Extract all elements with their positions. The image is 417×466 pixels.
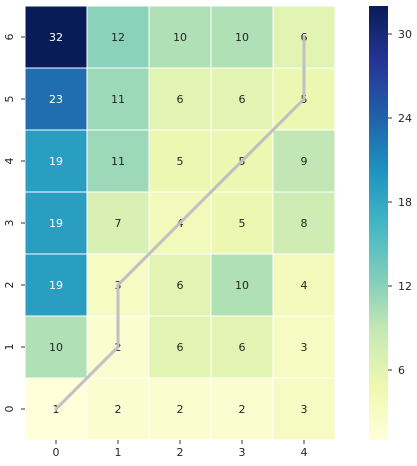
heatmap-cell (24, 5, 88, 69)
colorbar-tick-label: 24 (398, 112, 412, 125)
cell-value-label: 10 (235, 31, 249, 44)
cell-value-label: 10 (173, 31, 187, 44)
path-line (54, 35, 306, 411)
colorbar-tick-label: 18 (398, 196, 412, 209)
cell-value-label: 6 (239, 341, 246, 354)
heatmap-cell (210, 191, 274, 255)
cell-value-label: 19 (49, 217, 63, 230)
cell-value-label: 23 (49, 93, 63, 106)
y-tick-label: 3 (3, 220, 16, 227)
cell-value-label: 10 (49, 341, 63, 354)
x-tick-label: 3 (239, 446, 246, 459)
cell-value-label: 6 (177, 341, 184, 354)
cell-value-label: 8 (301, 217, 308, 230)
y-tick-label: 2 (3, 282, 16, 289)
cell-value-label: 6 (239, 93, 246, 106)
heatmap-cell (148, 5, 212, 69)
cell-value-label: 3 (301, 341, 308, 354)
y-tick-label: 6 (3, 34, 16, 41)
cell-value-label: 32 (49, 31, 63, 44)
x-tick-label: 1 (115, 446, 122, 459)
heatmap-cell (86, 129, 150, 193)
y-tick-label: 1 (3, 344, 16, 351)
cell-value-label: 19 (49, 155, 63, 168)
colorbar-tick-label: 30 (398, 28, 412, 41)
heatmap-cell (86, 5, 150, 69)
cell-value-label: 7 (115, 217, 122, 230)
y-axis: 6 5 4 3 2 1 0 (3, 34, 25, 413)
heatmap-cell (272, 315, 336, 379)
cell-value-label: 5 (177, 155, 184, 168)
y-tick-label: 4 (3, 158, 16, 165)
cell-value-label: 12 (111, 31, 125, 44)
path-overlay (54, 35, 306, 411)
colorbar-tick-label: 6 (398, 364, 405, 377)
cell-value-label: 4 (301, 279, 308, 292)
heatmap-cell (272, 253, 336, 317)
cell-value-label: 11 (111, 93, 125, 106)
x-tick-label: 0 (53, 446, 60, 459)
colorbar-tick-label: 12 (398, 280, 412, 293)
cell-value-label: 3 (301, 403, 308, 416)
heatmap-cell (24, 253, 88, 317)
cell-value-label: 19 (49, 279, 63, 292)
x-axis: 0 1 2 3 4 (53, 440, 308, 459)
colorbar: 6 12 18 24 30 (369, 6, 412, 440)
heatmap-cell (210, 315, 274, 379)
heatmap-cell (148, 315, 212, 379)
y-tick-label: 0 (3, 406, 16, 413)
heatmap-cell (86, 191, 150, 255)
cell-value-label: 6 (177, 93, 184, 106)
x-tick-label: 4 (301, 446, 308, 459)
cell-value-label: 10 (235, 279, 249, 292)
cell-value-label: 2 (115, 403, 122, 416)
cell-value-label: 11 (111, 155, 125, 168)
heatmap-cell (148, 253, 212, 317)
cell-value-label: 2 (177, 403, 184, 416)
colorbar-gradient (369, 6, 388, 440)
cell-value-label: 5 (239, 217, 246, 230)
cell-value-label: 2 (239, 403, 246, 416)
cell-value-label: 9 (301, 155, 308, 168)
x-tick-label: 2 (177, 446, 184, 459)
cell-value-label: 6 (177, 279, 184, 292)
y-tick-label: 5 (3, 96, 16, 103)
heatmap-cell (272, 191, 336, 255)
heatmap-cell (148, 67, 212, 131)
